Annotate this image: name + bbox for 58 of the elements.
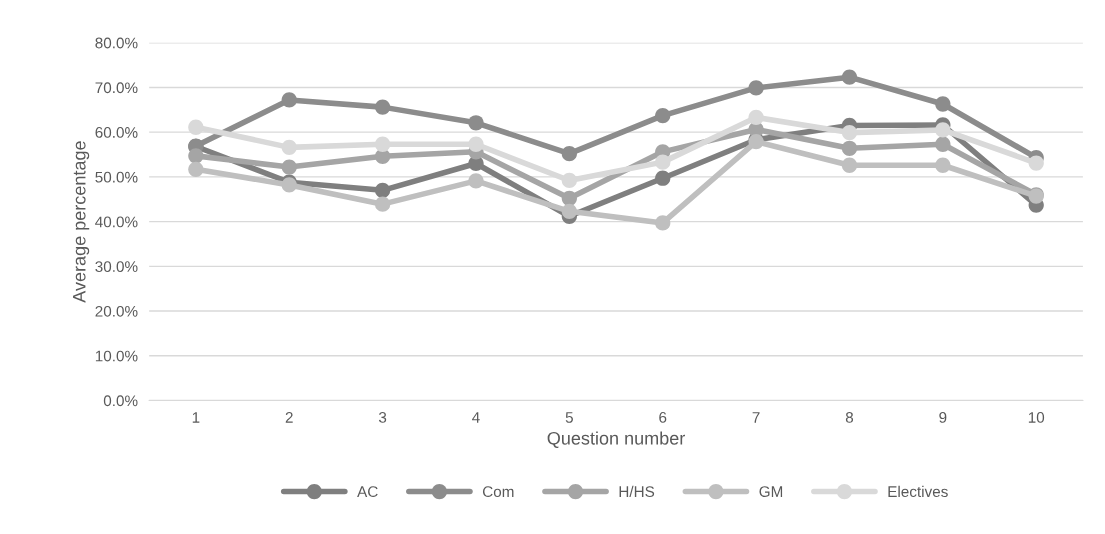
- legend-label: Com: [482, 486, 514, 498]
- point: [1028, 155, 1044, 171]
- point: [935, 136, 951, 152]
- point: [655, 154, 671, 170]
- point: [188, 161, 204, 177]
- point: [468, 115, 484, 131]
- point: [374, 196, 391, 212]
- y-axis-title: Average percentage: [73, 141, 90, 303]
- legend-label: H/HS: [619, 485, 655, 498]
- y-tick-label: 80.0%: [95, 37, 138, 49]
- point: [281, 92, 297, 108]
- point: [841, 124, 858, 141]
- y-tick-label: 10.0%: [95, 350, 138, 362]
- point: [841, 157, 858, 173]
- point: [374, 136, 391, 152]
- point: [841, 69, 858, 85]
- y-tick-label: 50.0%: [95, 171, 138, 183]
- point: [935, 122, 951, 138]
- point: [374, 182, 391, 198]
- point: [748, 80, 764, 96]
- point: [561, 190, 577, 206]
- x-tick-label: 5: [565, 412, 573, 423]
- point: [561, 203, 577, 219]
- point: [748, 109, 764, 126]
- y-tick-label: 40.0%: [95, 216, 138, 228]
- x-axis-title: Question number: [547, 431, 685, 448]
- x-tick-label: 3: [378, 412, 387, 423]
- legend-label: Electives: [888, 485, 948, 498]
- point: [374, 99, 391, 115]
- y-tick-label: 30.0%: [95, 261, 138, 273]
- point: [935, 96, 951, 112]
- x-tick-label: 7: [752, 412, 760, 423]
- x-tick-label: 1: [192, 412, 200, 423]
- point: [188, 148, 204, 164]
- point: [561, 172, 577, 189]
- y-tick-label: 0.0%: [103, 395, 138, 407]
- point: [468, 173, 484, 189]
- legend-label: AC: [357, 486, 378, 498]
- point: [188, 119, 204, 135]
- y-tick-label: 70.0%: [95, 82, 138, 94]
- point: [655, 170, 671, 186]
- y-tick-label: 20.0%: [95, 305, 138, 317]
- point: [281, 139, 297, 156]
- x-tick-label: 2: [285, 412, 293, 423]
- x-tick-label: 6: [659, 412, 667, 423]
- x-tick-label: 10: [1028, 412, 1045, 423]
- x-tick-label: 9: [939, 412, 947, 423]
- point: [655, 215, 671, 231]
- point: [468, 136, 484, 152]
- point: [841, 140, 858, 156]
- x-tick-label: 8: [845, 412, 854, 423]
- y-tick-label: 60.0%: [95, 127, 138, 138]
- point: [935, 157, 951, 173]
- point: [655, 107, 671, 124]
- x-tick-label: 4: [472, 412, 480, 423]
- point: [561, 145, 577, 162]
- point: [281, 159, 297, 175]
- legend-label: GM: [759, 486, 783, 498]
